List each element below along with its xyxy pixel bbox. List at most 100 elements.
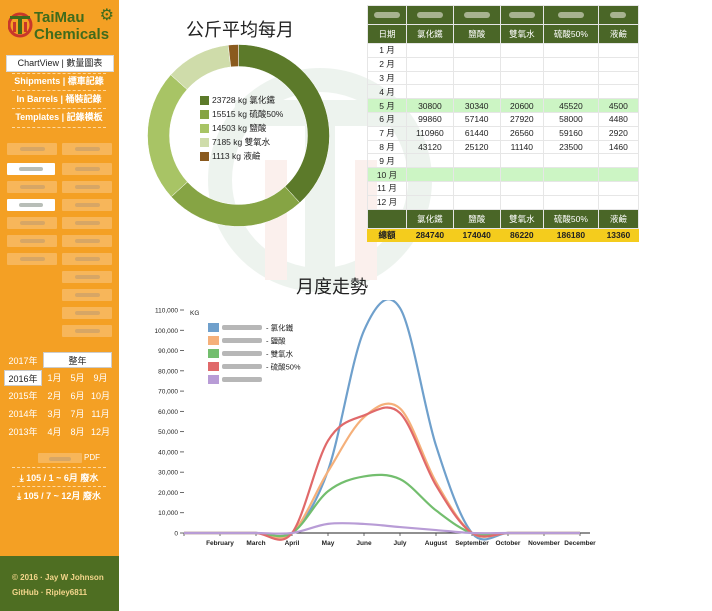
company-filter-button[interactable] bbox=[7, 163, 55, 175]
y-tick-label: 0 bbox=[174, 531, 178, 538]
month-button[interactable]: 2月 bbox=[47, 391, 62, 401]
totals-label: 總額 bbox=[367, 227, 407, 243]
year-2016[interactable]: 2016年 bbox=[4, 370, 42, 386]
legend-label: 14503 kg 鹽酸 bbox=[212, 123, 267, 133]
year-2017[interactable]: 2017年 bbox=[8, 356, 38, 366]
value-cell: 25120 bbox=[452, 139, 501, 155]
download-icon: ⤓ bbox=[17, 491, 22, 501]
value-cell bbox=[406, 84, 454, 100]
value-cell bbox=[499, 56, 545, 72]
value-cell bbox=[499, 43, 545, 58]
value-cell bbox=[452, 180, 501, 196]
column-header: 雙氧水 bbox=[499, 208, 545, 229]
product-filter-button[interactable] bbox=[62, 217, 112, 229]
series-line bbox=[184, 402, 580, 539]
legend-blurred-label bbox=[222, 377, 262, 382]
value-cell bbox=[543, 194, 599, 210]
value-cell bbox=[452, 43, 501, 58]
total-cell: 186180 bbox=[543, 227, 599, 243]
value-cell bbox=[499, 153, 545, 169]
full-year-button[interactable]: 整年 bbox=[43, 352, 112, 368]
nav-templates[interactable]: Templates | 記錄模板 bbox=[15, 112, 103, 122]
value-cell bbox=[452, 153, 501, 169]
month-button[interactable]: 5月 bbox=[70, 373, 85, 383]
legend-blurred-label bbox=[222, 325, 262, 330]
series-line bbox=[184, 521, 580, 535]
value-cell bbox=[499, 167, 545, 182]
value-cell: 20600 bbox=[499, 98, 545, 113]
column-header: 硫酸50% bbox=[543, 24, 599, 44]
company-filter-button[interactable] bbox=[7, 143, 57, 155]
month-cell: 4 月 bbox=[367, 84, 407, 100]
pdf-download-label: 105 / 7 ~ 12月 廢水 bbox=[23, 491, 101, 501]
month-cell: 3 月 bbox=[367, 70, 407, 86]
value-cell bbox=[406, 153, 454, 169]
donut-legend: 23728 kg 氯化鐵 15515 kg 硫酸50% 14503 kg 鹽酸 … bbox=[200, 93, 295, 163]
product-filter-button[interactable] bbox=[62, 307, 112, 319]
product-filter-button[interactable] bbox=[62, 181, 112, 193]
product-filter-button[interactable] bbox=[62, 143, 112, 155]
github-link[interactable]: GitHub · Ripley6811 bbox=[12, 588, 88, 597]
legend-swatch bbox=[208, 336, 219, 345]
column-header: 液鹼 bbox=[597, 24, 640, 44]
month-cell: 5 月 bbox=[367, 98, 407, 113]
legend-blurred-label bbox=[222, 364, 262, 369]
value-cell bbox=[499, 70, 545, 86]
value-cell bbox=[597, 43, 640, 58]
x-tick-label: February bbox=[206, 540, 234, 547]
product-filter-button[interactable] bbox=[62, 199, 112, 211]
year-2013[interactable]: 2013年 bbox=[8, 427, 38, 437]
legend-swatch bbox=[208, 323, 219, 332]
product-filter-button[interactable] bbox=[62, 325, 112, 337]
product-filter-button[interactable] bbox=[62, 235, 112, 247]
donut-slice bbox=[170, 44, 232, 90]
x-tick-label: August bbox=[425, 540, 448, 547]
product-filter-button[interactable] bbox=[62, 271, 112, 283]
company-filter-button[interactable] bbox=[7, 253, 57, 265]
value-cell: 4500 bbox=[597, 98, 640, 113]
month-button[interactable]: 4月 bbox=[47, 427, 62, 437]
legend-blurred-label bbox=[222, 338, 262, 343]
year-2015[interactable]: 2015年 bbox=[8, 391, 38, 401]
nav-shipments[interactable]: Shipments | 標車記錄 bbox=[14, 76, 104, 86]
legend-label: - 氯化鐵 bbox=[266, 323, 294, 333]
month-button[interactable]: 9月 bbox=[93, 373, 108, 383]
value-cell bbox=[406, 56, 454, 72]
company-filter-button[interactable] bbox=[7, 181, 57, 193]
y-tick-label: 50,000 bbox=[158, 429, 178, 436]
column-header: 鹽酸 bbox=[452, 208, 501, 229]
table-row: 3 月 bbox=[367, 70, 640, 86]
company-filter-button[interactable] bbox=[7, 235, 57, 247]
month-button[interactable]: 1月 bbox=[47, 373, 62, 383]
month-button[interactable]: 10月 bbox=[90, 391, 110, 401]
legend-label: 7185 kg 雙氧水 bbox=[212, 137, 271, 147]
value-cell bbox=[406, 70, 454, 86]
month-button[interactable]: 3月 bbox=[47, 409, 62, 419]
product-filter-button[interactable] bbox=[62, 253, 112, 265]
month-button[interactable]: 7月 bbox=[70, 409, 85, 419]
legend-label: - 硫酸50% bbox=[266, 362, 301, 372]
month-button[interactable]: 12月 bbox=[90, 427, 110, 437]
month-button[interactable]: 6月 bbox=[70, 391, 85, 401]
line-chart: 0 10,000 20,000 30,000 40,000 50,000 60,000 70,… bbox=[155, 300, 596, 547]
company-filter-button[interactable] bbox=[7, 217, 57, 229]
logo[interactable]: TaiMau Chemicals ⚙ bbox=[6, 6, 114, 46]
legend-label: - 鹽酸 bbox=[266, 336, 286, 346]
product-filter-button[interactable] bbox=[62, 289, 112, 301]
value-cell bbox=[543, 84, 599, 100]
logo-mark-icon bbox=[8, 12, 33, 38]
product-filter-button[interactable] bbox=[62, 163, 112, 175]
company-header-row bbox=[367, 5, 640, 25]
nav-chartview[interactable]: ChartView | 數量圖表 bbox=[6, 55, 114, 72]
month-button[interactable]: 8月 bbox=[70, 427, 85, 437]
pdf-download-button[interactable]: ⤓ 105 / 1 ~ 6月 廢水 bbox=[6, 471, 112, 486]
value-cell: 26560 bbox=[499, 125, 545, 141]
month-button[interactable]: 11月 bbox=[91, 409, 110, 419]
gear-icon[interactable]: ⚙ bbox=[99, 7, 114, 24]
copyright-text: © 2016 · Jay W Johnson bbox=[12, 573, 104, 582]
company-filter-button[interactable] bbox=[7, 199, 55, 211]
nav-barrels[interactable]: In Barrels | 桶裝記錄 bbox=[16, 94, 102, 104]
pdf-download-button[interactable]: ⤓ 105 / 7 ~ 12月 廢水 bbox=[6, 489, 112, 504]
year-2014[interactable]: 2014年 bbox=[8, 409, 38, 419]
value-cell: 99860 bbox=[406, 111, 454, 127]
